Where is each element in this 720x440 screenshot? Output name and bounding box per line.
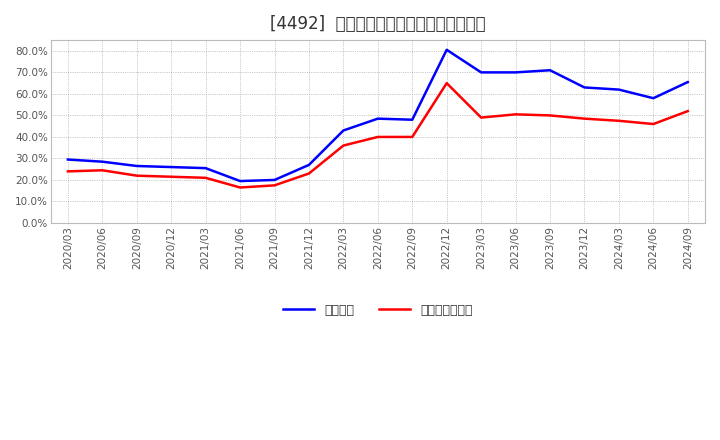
固定比率 (202, 165, 210, 171)
固定長期適合率 (580, 116, 589, 121)
固定長期適合率 (511, 112, 520, 117)
固定長期適合率 (63, 169, 72, 174)
固定長期適合率 (374, 134, 382, 139)
Line: 固定長期適合率: 固定長期適合率 (68, 83, 688, 187)
固定比率 (98, 159, 107, 164)
固定比率 (477, 70, 485, 75)
固定長期適合率 (477, 115, 485, 120)
固定比率 (305, 162, 313, 168)
固定比率 (408, 117, 417, 122)
固定比率 (235, 178, 244, 183)
固定比率 (511, 70, 520, 75)
固定比率 (374, 116, 382, 121)
固定長期適合率 (202, 175, 210, 180)
固定長期適合率 (132, 173, 141, 178)
固定比率 (167, 165, 176, 170)
固定長期適合率 (339, 143, 348, 148)
固定比率 (649, 95, 657, 101)
固定比率 (63, 157, 72, 162)
固定長期適合率 (649, 121, 657, 127)
固定長期適合率 (270, 183, 279, 188)
固定長期適合率 (442, 81, 451, 86)
固定長期適合率 (683, 109, 692, 114)
Title: [4492]  固定比率、固定長期適合率の推移: [4492] 固定比率、固定長期適合率の推移 (270, 15, 485, 33)
固定長期適合率 (98, 168, 107, 173)
固定比率 (339, 128, 348, 133)
固定比率 (442, 47, 451, 52)
固定長期適合率 (235, 185, 244, 190)
Legend: 固定比率, 固定長期適合率: 固定比率, 固定長期適合率 (278, 299, 478, 322)
固定長期適合率 (546, 113, 554, 118)
固定比率 (270, 177, 279, 183)
固定比率 (615, 87, 624, 92)
固定比率 (580, 85, 589, 90)
固定比率 (683, 80, 692, 85)
Line: 固定比率: 固定比率 (68, 50, 688, 181)
固定長期適合率 (615, 118, 624, 124)
固定長期適合率 (305, 171, 313, 176)
固定長期適合率 (408, 134, 417, 139)
固定長期適合率 (167, 174, 176, 180)
固定比率 (132, 163, 141, 169)
固定比率 (546, 68, 554, 73)
